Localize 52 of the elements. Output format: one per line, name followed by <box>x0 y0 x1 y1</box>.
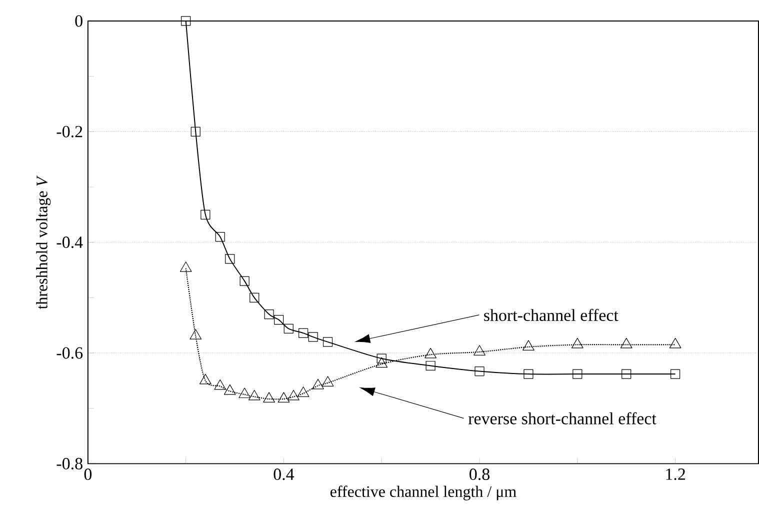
point <box>474 366 484 376</box>
point <box>522 340 534 351</box>
point <box>224 384 236 395</box>
point <box>622 369 632 380</box>
point <box>278 392 290 403</box>
point <box>571 338 584 348</box>
point <box>376 357 388 368</box>
point <box>426 361 436 371</box>
x-tick-label: 0 <box>84 468 92 480</box>
point <box>225 254 235 264</box>
y-tick-label: -0.6 <box>56 347 83 359</box>
annotation: reverse short-channel effect <box>468 412 656 425</box>
point <box>308 332 318 342</box>
point <box>263 392 275 403</box>
point <box>376 354 386 364</box>
y-tick-label: -0.8 <box>56 458 82 470</box>
point <box>284 324 294 334</box>
y-tick-label: -0.4 <box>56 236 83 248</box>
point <box>424 348 436 358</box>
point <box>264 310 274 320</box>
point <box>669 338 682 348</box>
point <box>248 390 260 400</box>
x-tick-label: 0.8 <box>470 468 490 480</box>
x-tick-label: 1.2 <box>666 468 685 480</box>
point <box>240 276 250 286</box>
point <box>190 329 202 340</box>
point <box>250 293 260 303</box>
point <box>180 262 192 272</box>
point <box>524 369 534 380</box>
point <box>288 390 300 400</box>
point <box>215 232 225 242</box>
point <box>312 379 324 390</box>
point <box>214 380 226 390</box>
point <box>322 337 333 347</box>
point <box>297 386 310 398</box>
point <box>474 345 486 356</box>
y-axis-title: threshhold voltage V <box>36 176 51 310</box>
annotation: short-channel effect <box>484 309 618 322</box>
point <box>274 315 284 325</box>
point <box>572 369 582 380</box>
point <box>670 369 680 380</box>
point <box>200 210 210 220</box>
y-tick-label: 0 <box>75 15 82 27</box>
x-axis-title: effective channel length / μm <box>330 486 516 500</box>
point <box>190 127 200 137</box>
y-tick-label: -0.2 <box>56 126 82 138</box>
point <box>199 374 212 384</box>
point <box>238 388 250 398</box>
point <box>322 376 334 387</box>
point <box>620 338 632 348</box>
x-tick-label: 0.4 <box>274 468 294 480</box>
point <box>298 328 308 338</box>
